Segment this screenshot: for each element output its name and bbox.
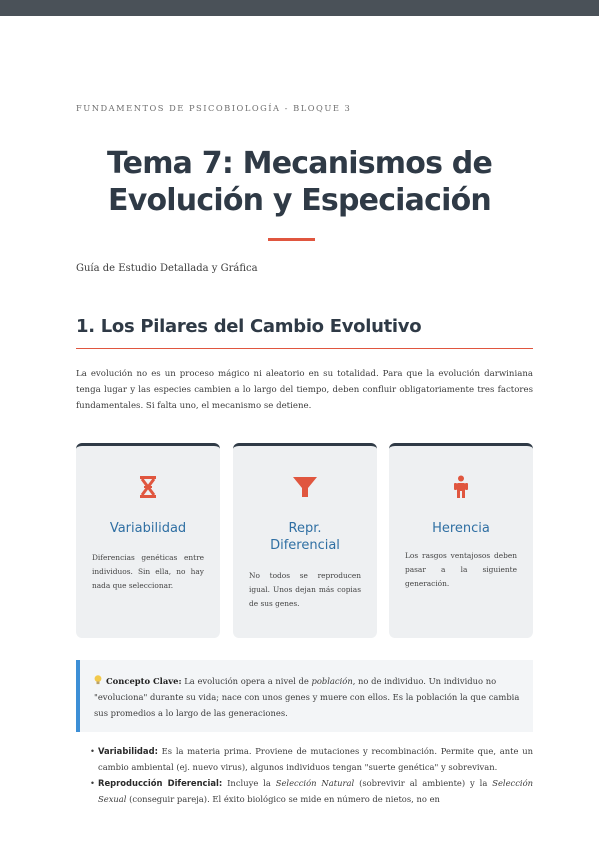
title-underline [268,238,315,241]
list-item-text: (sobrevivir al ambiente) y la [354,778,493,788]
callout-emphasis: población [311,676,353,686]
card-variabilidad: Variabilidad Diferencias genéticas entre… [76,443,220,638]
list-item-label: Variabilidad: [98,746,158,756]
card-title: Variabilidad [109,521,187,536]
list-item-label: Reproducción Diferencial: [98,778,223,788]
subtitle: Guía de Estudio Detallada y Gráfica [76,263,258,274]
funnel-icon [233,475,377,499]
intro-paragraph: La evolución no es un proceso mágico ni … [76,369,533,411]
callout-text-b: , no de individuo. Un individuo no "evol… [94,676,520,718]
list-item-emphasis: Selección Natural [275,778,355,788]
list-item-emphasis: Selección Sexual [98,778,534,804]
page-title: Tema 7: Mecanismos de Evolución y Especi… [60,145,539,219]
top-bar [0,0,599,16]
callout-label: Concepto Clave: [106,676,182,686]
card-text: Los rasgos ventajosos deben pasar a la s… [405,551,517,588]
section-divider [76,348,533,349]
card-text: No todos se reproducen igual. Unos dejan… [249,571,361,608]
lightbulb-icon [94,674,102,685]
kicker: FUNDAMENTOS DE PSICOBIOLOGÍA - BLOQUE 3 [76,103,352,113]
list-item-text: Es la materia prima. Proviene de mutacio… [98,746,533,772]
card-text: Diferencias genéticas entre individuos. … [92,553,204,590]
section-heading: 1. Los Pilares del Cambio Evolutivo [76,316,422,337]
list-item: Reproducción Diferencial: Incluye la Sel… [90,775,534,807]
page-title-line2: Evolución y Especiación [108,183,492,218]
card-title-line1: Repr. [288,521,322,536]
card-title: Repr. Diferencial [233,520,377,554]
list-item-text: (conseguir pareja). El éxito biológico s… [126,794,440,804]
list-item-text: Incluye la [222,778,276,788]
card-herencia: Herencia Los rasgos ventajosos deben pas… [389,443,533,638]
child-icon [389,475,533,499]
page-title-line1: Tema 7: Mecanismos de [106,146,493,181]
callout-text-a: La evolución opera a nivel de [181,676,312,686]
list-item: Variabilidad: Es la materia prima. Provi… [90,743,533,775]
card-title-line2: Diferencial [270,538,340,553]
key-concept-callout: Concepto Clave: La evolución opera a niv… [76,660,533,732]
dna-icon [76,475,220,499]
factors-list: Variabilidad: Es la materia prima. Provi… [90,743,534,807]
card-reproduccion: Repr. Diferencial No todos se reproducen… [233,443,377,638]
card-title: Herencia [432,521,490,536]
